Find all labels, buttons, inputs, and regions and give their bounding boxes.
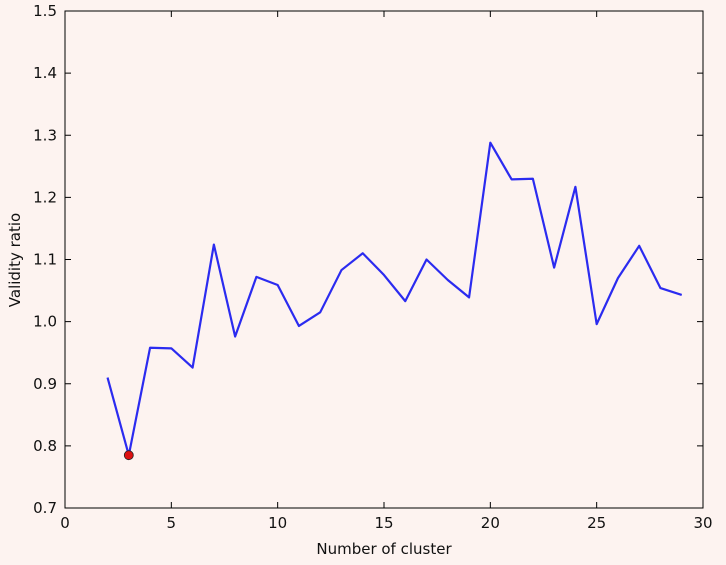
y-tick-label: 1.5: [33, 2, 57, 20]
y-tick-label: 1.0: [33, 313, 57, 331]
y-tick-label: 1.4: [33, 64, 57, 82]
y-axis-title: Validity ratio: [6, 213, 24, 307]
y-tick-label: 0.7: [33, 499, 57, 517]
marks-layer: [65, 11, 703, 508]
y-tick-label: 1.1: [33, 251, 57, 269]
y-tick-label: 0.9: [33, 375, 57, 393]
x-tick-label: 0: [60, 514, 70, 532]
x-tick-label: 30: [693, 514, 712, 532]
y-tick-label: 1.2: [33, 188, 57, 206]
x-tick-label: 15: [374, 514, 393, 532]
axes-layer: 0 5 10 15 20 25 30 0.7 0.8 0.9 1.0 1.1 1.2 1.3 1.4 1.5: [33, 2, 712, 532]
minimum-point-marker: [123, 450, 134, 461]
x-tick-label: 20: [481, 514, 500, 532]
y-tick-label: 0.8: [33, 437, 57, 455]
x-tick-label: 10: [268, 514, 287, 532]
x-axis-title: Number of cluster: [316, 540, 452, 558]
x-tick-label: 25: [587, 514, 606, 532]
y-tick-label: 1.3: [33, 126, 57, 144]
series-line-1: [106, 141, 683, 457]
x-tick-label: 5: [167, 514, 177, 532]
plot-area: [65, 11, 703, 508]
